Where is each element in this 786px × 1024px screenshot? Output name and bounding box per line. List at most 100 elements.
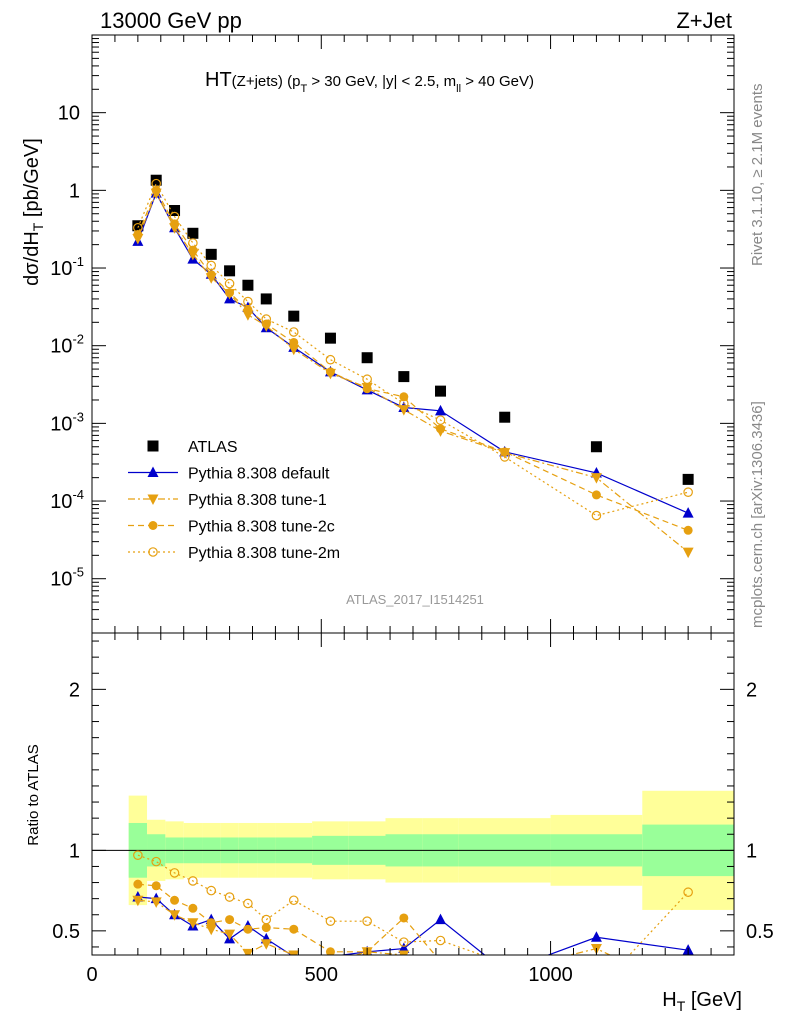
ratio-point-s1-3 (187, 918, 199, 929)
svg-text:dσ/dHT [pb/GeV]: dσ/dHT [pb/GeV] (21, 138, 46, 286)
ratio-panel: 0.5 0.5 1 1 2 2 0 500 1000 Ratio to ATLAS HT [Ge… (25, 632, 774, 1014)
main-point-s0-13 (499, 411, 511, 423)
ratio-point-s2-3 (188, 903, 198, 913)
ratio-point-s1-13 (499, 967, 510, 978)
main-point-s4-13 (499, 452, 510, 462)
main-point-s4-12 (435, 415, 446, 425)
main-point-s0-2 (169, 205, 181, 217)
main-frame (91, 34, 735, 634)
main-point-s3-3 (188, 245, 198, 255)
main-point-s4-8 (288, 327, 299, 337)
main-point-s3-11 (399, 392, 409, 402)
legend-marker-3 (148, 521, 158, 530)
main-point-s3-5 (225, 288, 235, 298)
main-point-s4-1 (151, 178, 161, 189)
main-point-s3-0 (133, 230, 143, 240)
ratio-point-s1-4 (205, 924, 217, 936)
ratio-point-s2-15 (684, 971, 693, 980)
ratio-point-s1-0 (132, 895, 144, 907)
main-ytick-label: 10-2 (50, 332, 84, 358)
ratio-ylabel: Ratio to ATLAS (25, 744, 42, 845)
main-series-line-3 (137, 188, 689, 531)
ratio-series-line-1 (137, 899, 612, 955)
main-point-s1-15 (682, 507, 694, 518)
ratio-ytick-label-right: 2 (746, 679, 757, 701)
legend: ATLAS Pythia 8.308 default Pythia 8.308 tu… (128, 439, 340, 562)
main-point-s4-0 (133, 222, 143, 233)
main-point-s4-15 (683, 487, 693, 497)
main-point-s3-15 (683, 525, 693, 535)
ratio-point-s3-8 (288, 895, 299, 906)
ratio-point-s2-1 (151, 881, 161, 891)
ratio-point-s2-11 (399, 913, 409, 923)
ratio-point-s2-12 (436, 957, 445, 966)
ratio-point-s2-6 (243, 924, 253, 934)
main-point-s0-15 (682, 473, 694, 485)
main-point-s3-14 (591, 490, 601, 500)
ratio-point-s2-0 (133, 879, 143, 889)
ratio-point-s1-2 (169, 910, 181, 921)
ratio-xtick-label: 1000 (528, 964, 573, 986)
main-point-s3-10 (362, 384, 372, 394)
main-point-s0-1 (150, 174, 162, 186)
legend-label-1: Pythia 8.308 default (188, 466, 330, 483)
main-series-line-2 (137, 191, 689, 553)
legend-marker-0 (147, 440, 159, 452)
ratio-point-s1-8 (288, 950, 300, 955)
ratio-point-s2-7 (261, 923, 271, 933)
main-point-s3-12 (436, 424, 446, 434)
main-point-s1-12 (435, 404, 447, 416)
main-point-s0-4 (205, 248, 217, 260)
main-ytick-label: 1 (69, 180, 80, 202)
main-point-s2-11 (398, 405, 410, 416)
legend-label-2: Pythia 8.308 tune-1 (188, 492, 327, 509)
main-point-s4-3 (188, 238, 198, 248)
ratio-point-s3-5 (224, 892, 235, 902)
ratio-point-s2-4 (206, 918, 216, 928)
ratio-point-s3-12 (435, 935, 446, 946)
ratio-series-line-0 (137, 896, 689, 955)
main-point-s0-11 (398, 371, 410, 383)
ratio-point-s1-1 (150, 897, 162, 908)
ratio-point-s2-5 (225, 915, 235, 925)
ratio-series-line-3 (137, 854, 689, 955)
ratio-point-s3-15 (683, 887, 693, 898)
ratio-point-s2-9 (325, 947, 335, 955)
header-left: 13000 GeV pp (100, 8, 242, 33)
main-ylabel: dσ/dHT [pb/GeV] (21, 138, 46, 286)
main-point-s0-12 (435, 385, 447, 397)
legend-label-0: ATLAS (188, 439, 238, 456)
main-point-s3-13 (500, 447, 510, 457)
ratio-point-s3-0 (133, 850, 143, 860)
svg-text:HT [GeV]: HT [GeV] (662, 989, 742, 1014)
main-point-s4-9 (325, 354, 336, 365)
main-ytick-label: 10-1 (50, 254, 84, 280)
main-point-s4-10 (362, 374, 372, 385)
ratio-point-s0-12 (435, 913, 447, 925)
legend-label-4: Pythia 8.308 tune-2m (188, 545, 340, 562)
ratio-point-s2-14 (592, 968, 601, 977)
ratio-point-s3-6 (243, 898, 253, 909)
analysis-id: ATLAS_2017_I1514251 (346, 592, 484, 607)
svg-text:HT(Z+jets) (pT > 30 GeV, |y| <: HT(Z+jets) (pT > 30 GeV, |y| < 2.5, mll … (205, 69, 534, 95)
main-ytick-label: 10-4 (50, 487, 84, 513)
main-point-s2-8 (288, 344, 300, 356)
plot-title: HT(Z+jets) (pT > 30 GeV, |y| < 2.5, mll … (205, 69, 534, 95)
ratio-point-s3-10 (362, 916, 372, 926)
ratio-point-s1-11 (398, 950, 410, 955)
main-ytick-label: 10-3 (50, 409, 84, 435)
main-ytick-label: 10 (58, 103, 80, 125)
main-point-s3-4 (206, 270, 216, 280)
ratio-point-s1-5 (224, 929, 236, 941)
main-point-s0-10 (361, 352, 373, 364)
ratio-point-s3-4 (206, 885, 217, 896)
ratio-point-s1-7 (260, 939, 272, 950)
main-point-s4-2 (169, 211, 180, 222)
main-point-s2-14 (590, 473, 602, 484)
ratio-xtick-label: 500 (305, 964, 338, 986)
main-point-s4-6 (243, 296, 253, 307)
main-point-s0-14 (590, 441, 602, 453)
ratio-point-s3-13 (501, 959, 509, 967)
ratio-point-s3-3 (188, 876, 198, 886)
ratio-point-s2-13 (500, 967, 509, 976)
